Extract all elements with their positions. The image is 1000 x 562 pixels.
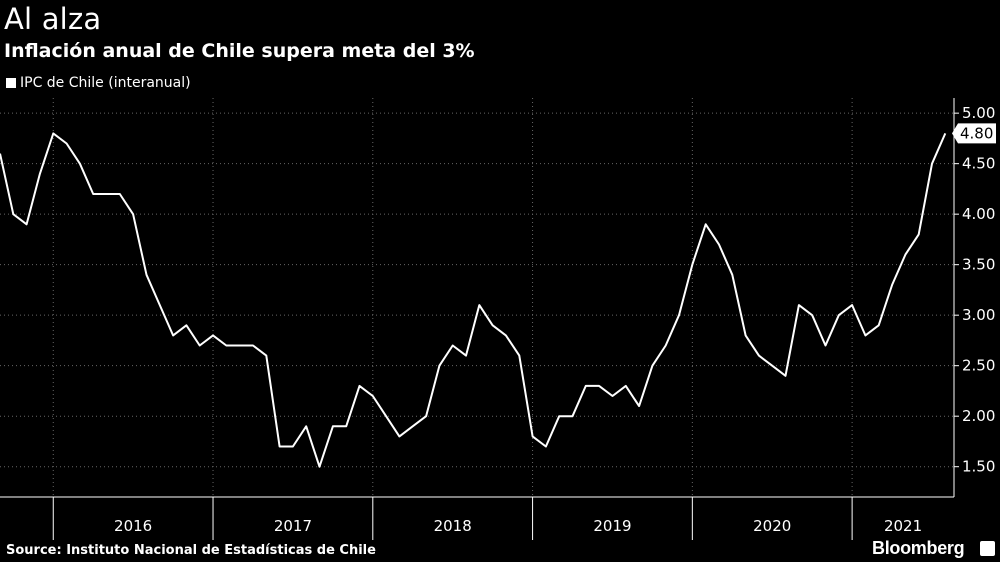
brand-logo: Bloomberg	[872, 538, 965, 558]
y-tick-label: 2.50	[962, 357, 995, 375]
legend: IPC de Chile (interanual)	[6, 75, 191, 91]
x-tick-label: 2019	[593, 517, 631, 535]
y-tick-label: 3.00	[962, 306, 995, 324]
bloomberg-icon	[980, 541, 995, 556]
legend-label: IPC de Chile (interanual)	[20, 75, 191, 91]
legend-swatch	[6, 78, 16, 88]
source-note: Source: Instituto Nacional de Estadístic…	[6, 543, 376, 558]
y-tick-label: 3.50	[962, 256, 995, 274]
x-tick-label: 2017	[274, 517, 312, 535]
last-value-callout	[952, 123, 996, 144]
chart-subtitle: Inflación anual de Chile supera meta del…	[4, 40, 475, 62]
x-tick-label: 2016	[114, 517, 152, 535]
x-tick-label: 2018	[434, 517, 472, 535]
y-tick-label: 5.00	[962, 104, 995, 122]
y-tick-label: 1.50	[962, 458, 995, 476]
y-tick-label: 4.00	[962, 205, 995, 223]
last-value-label: 4.80	[960, 124, 993, 142]
y-tick-label: 4.50	[962, 155, 995, 173]
x-tick-label: 2021	[884, 517, 922, 535]
chart-title: Al alza	[4, 2, 102, 36]
series-line	[0, 132, 947, 468]
x-tick-label: 2020	[753, 517, 791, 535]
y-tick-label: 2.00	[962, 407, 995, 425]
